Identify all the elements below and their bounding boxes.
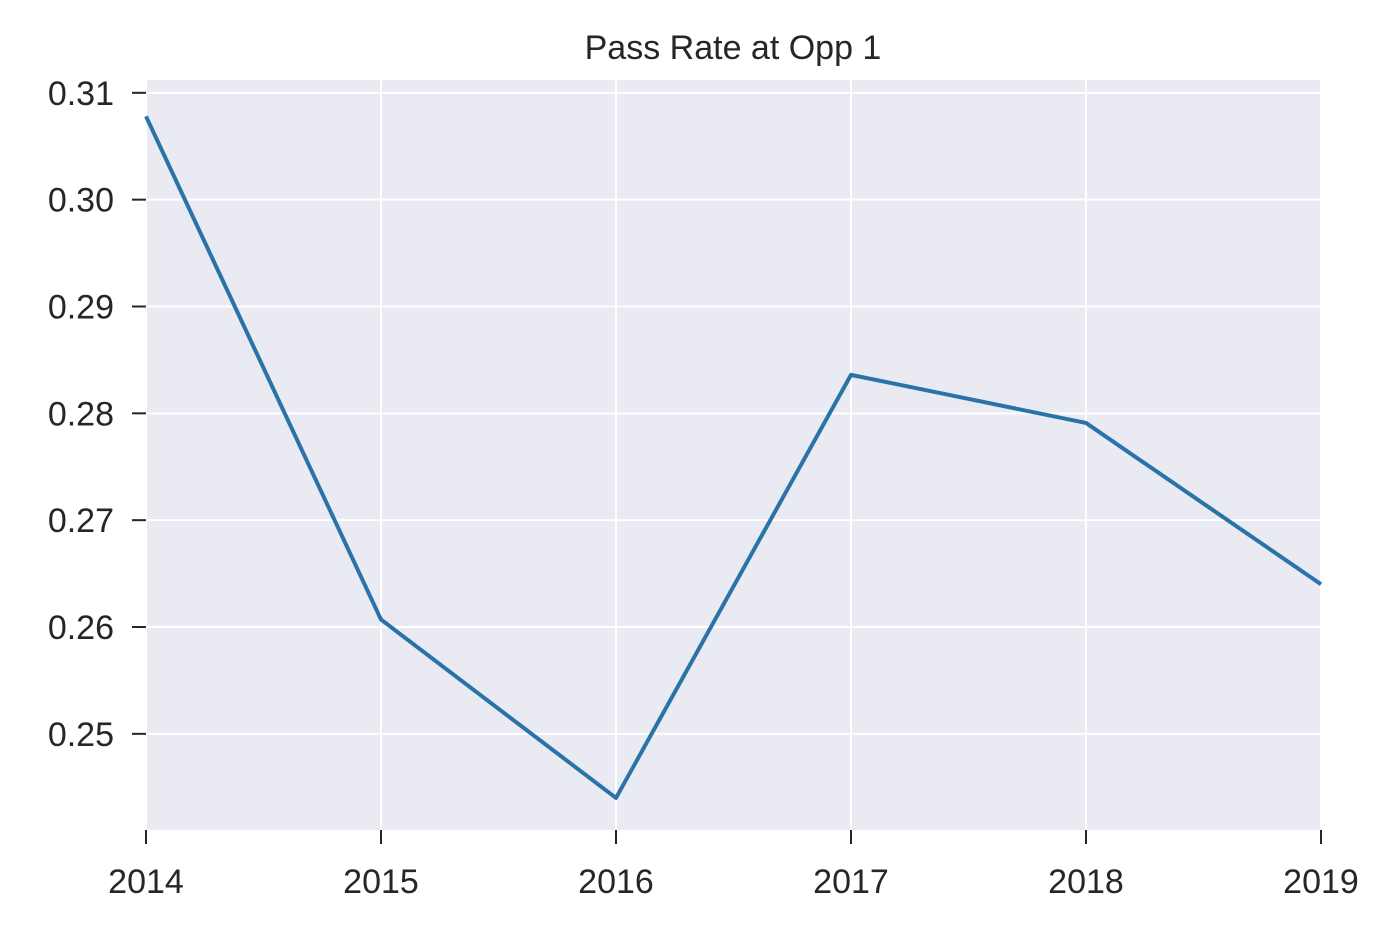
- y-tick-label: 0.27: [48, 502, 114, 540]
- plot-area: [146, 80, 1321, 830]
- x-tick-label: 2015: [343, 863, 419, 901]
- y-tick-label: 0.29: [48, 288, 114, 326]
- x-tick-label: 2018: [1048, 863, 1124, 901]
- y-tick-label: 0.31: [48, 75, 114, 113]
- series-layer: [144, 115, 1323, 800]
- grid: [145, 80, 1322, 830]
- y-tick-label: 0.30: [48, 182, 114, 220]
- y-tick-label: 0.26: [48, 609, 114, 647]
- chart-title: Pass Rate at Opp 1: [585, 29, 882, 67]
- y-tick-label: 0.28: [48, 395, 114, 433]
- series-line: [144, 115, 1323, 800]
- y-tick-label: 0.25: [48, 716, 114, 754]
- x-tick-label: 2014: [108, 863, 184, 901]
- x-tick-label: 2019: [1283, 863, 1359, 901]
- x-tick-label: 2016: [578, 863, 654, 901]
- axis-ticks: 0.25 0.26 0.27 0.28 0.29 0.30 0.31 2014 2015 2016…: [48, 75, 1359, 901]
- x-tick-label: 2017: [813, 863, 889, 901]
